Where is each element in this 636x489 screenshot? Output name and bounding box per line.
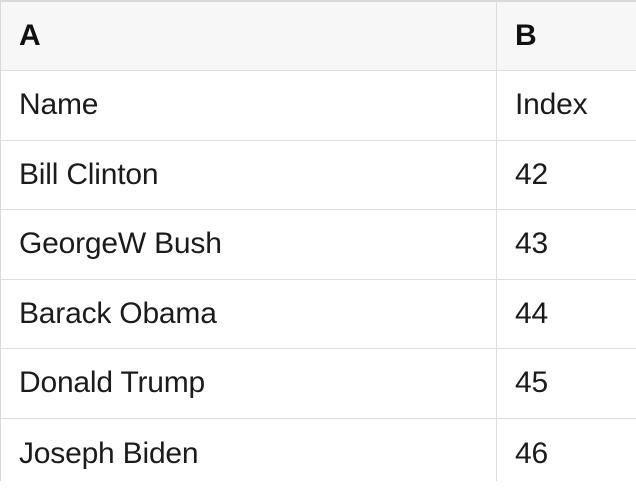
cell-text: Index (515, 88, 588, 122)
cell-b6[interactable]: 46 (497, 419, 636, 482)
column-header-b-label: B (515, 19, 537, 52)
cell-b3[interactable]: 43 (497, 210, 636, 279)
table-row: Name Index (1, 71, 636, 141)
cell-text: 43 (515, 227, 548, 261)
cell-a5[interactable]: Donald Trump (1, 349, 497, 418)
cell-text: GeorgeW Bush (19, 227, 222, 261)
column-header-b[interactable]: B (497, 2, 636, 70)
cell-text: Barack Obama (19, 296, 217, 330)
table-row: GeorgeW Bush 43 (1, 210, 636, 280)
table-row: Donald Trump 45 (1, 349, 636, 419)
cell-text: 46 (515, 436, 548, 470)
cell-text: Joseph Biden (19, 436, 199, 470)
cell-a4[interactable]: Barack Obama (1, 279, 497, 348)
cell-b4[interactable]: 44 (497, 280, 636, 349)
cell-b1[interactable]: Index (497, 71, 636, 140)
column-header-a[interactable]: A (1, 2, 497, 70)
cell-text: 42 (515, 157, 548, 191)
cell-a3[interactable]: GeorgeW Bush (1, 210, 497, 279)
cell-a1[interactable]: Name (1, 71, 497, 140)
cell-text: Name (19, 88, 99, 122)
cell-a6[interactable]: Joseph Biden (1, 418, 497, 481)
cell-a2[interactable]: Bill Clinton (1, 140, 497, 209)
cell-text: 44 (515, 296, 548, 330)
cell-b2[interactable]: 42 (497, 141, 636, 210)
cell-text: Donald Trump (19, 366, 206, 400)
table-row: Joseph Biden 46 (1, 418, 636, 482)
column-header-row: A B (1, 2, 636, 71)
table-row: Barack Obama 44 (1, 279, 636, 349)
cell-text: Bill Clinton (19, 157, 159, 191)
column-header-a-label: A (19, 19, 41, 52)
table-row: Bill Clinton 42 (1, 140, 636, 210)
cell-b5[interactable]: 45 (497, 349, 636, 418)
cell-text: 45 (515, 366, 548, 400)
